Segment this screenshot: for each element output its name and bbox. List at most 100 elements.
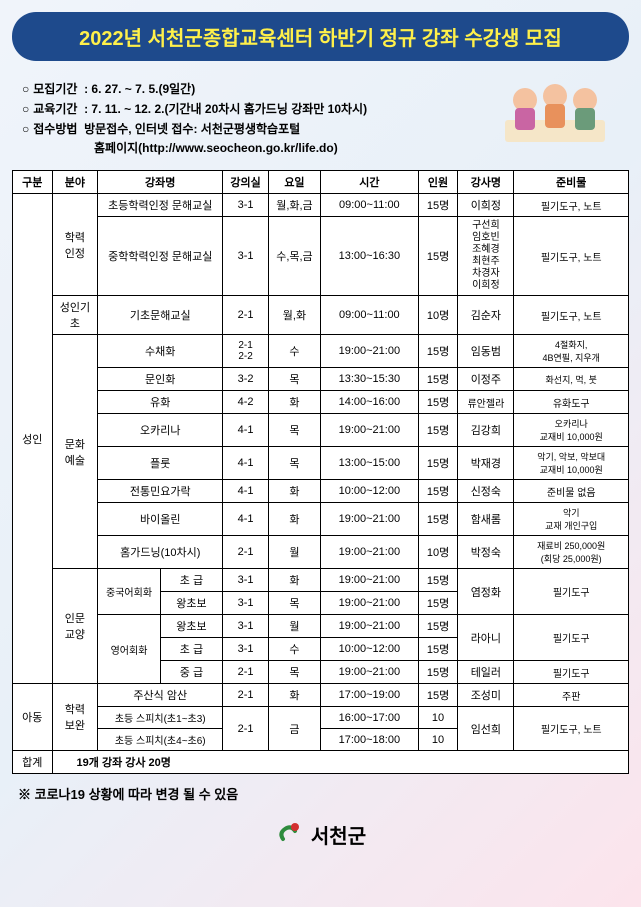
- table-row: 영어회화 왕초보 3-1 월 19:00~21:00 15명 라아니 필기도구: [13, 615, 629, 638]
- cell: 16:00~17:00: [320, 707, 418, 729]
- course-name: 초 급: [160, 638, 222, 661]
- cell: 유화도구: [514, 391, 629, 414]
- people-illustration: [495, 70, 615, 152]
- course-name: 수채화: [98, 335, 223, 368]
- cell: 2-1: [223, 684, 269, 707]
- cell: 13:30~15:30: [320, 368, 418, 391]
- cell: 수: [268, 638, 320, 661]
- table-row: 중학학력인정 문해교실 3-1 수,목,금 13:00~16:30 15명 구선…: [13, 217, 629, 296]
- cell: 화: [268, 503, 320, 536]
- footnote: ※ 코로나19 상황에 따라 변경 될 수 있음: [12, 784, 629, 803]
- cell: 19:00~21:00: [320, 569, 418, 592]
- course-group: 중국어회화: [98, 569, 160, 615]
- table-row: 초등 스피치(초1~초3) 2-1 금 16:00~17:00 10 임선희 필…: [13, 707, 629, 729]
- course-name: 바이올린: [98, 503, 223, 536]
- th-day: 요일: [268, 171, 320, 194]
- th-field: 분야: [52, 171, 98, 194]
- cell: 화: [268, 684, 320, 707]
- cell: 10:00~12:00: [320, 638, 418, 661]
- table-row: 바이올린 4-1 화 19:00~21:00 15명 함새롬 악기 교재 개인구…: [13, 503, 629, 536]
- cell: 박정숙: [458, 536, 514, 569]
- cell: 김강희: [458, 414, 514, 447]
- cell: 15명: [418, 335, 458, 368]
- cell: 테일러: [458, 661, 514, 684]
- cell: 2-1: [223, 296, 269, 335]
- cell: 임동범: [458, 335, 514, 368]
- cell: 3-1: [223, 217, 269, 296]
- cell: 10: [418, 729, 458, 751]
- footer-text: 서천군: [311, 820, 366, 849]
- course-name: 왕초보: [160, 592, 222, 615]
- cell: 3-1: [223, 615, 269, 638]
- cell: 함새롬: [458, 503, 514, 536]
- field-academic: 학력 인정: [52, 194, 98, 296]
- cell: 이희정: [458, 194, 514, 217]
- cell: 3-1: [223, 592, 269, 615]
- table-row: 홈가드닝(10차시) 2-1 월 19:00~21:00 10명 박정숙 재료비…: [13, 536, 629, 569]
- course-name: 초등 스피치(초1~초3): [98, 707, 223, 729]
- th-course: 강좌명: [98, 171, 223, 194]
- cell: 필기도구: [514, 615, 629, 661]
- cell: 필기도구, 노트: [514, 194, 629, 217]
- page-title: 2022년 서천군종합교육센터 하반기 정규 강좌 수강생 모집: [12, 12, 629, 61]
- cell: 화: [268, 480, 320, 503]
- th-cat: 구분: [13, 171, 53, 194]
- cell: 염정화: [458, 569, 514, 615]
- cat-child: 아동: [13, 684, 53, 751]
- cell: 악기 교재 개인구입: [514, 503, 629, 536]
- cell: 15명: [418, 615, 458, 638]
- cell: 15명: [418, 592, 458, 615]
- total-label: 합계: [13, 751, 53, 774]
- cell: 15명: [418, 569, 458, 592]
- cell: 4-1: [223, 414, 269, 447]
- field-art: 문화 예술: [52, 335, 98, 569]
- cell: 금: [268, 707, 320, 751]
- course-name: 중 급: [160, 661, 222, 684]
- course-name: 중학학력인정 문해교실: [98, 217, 223, 296]
- cell: 09:00~11:00: [320, 194, 418, 217]
- cell: 2-1: [223, 536, 269, 569]
- table-row: 플룻 4-1 목 13:00~15:00 15명 박재경 악기, 악보, 악보대…: [13, 447, 629, 480]
- table-row: 오카리나 4-1 목 19:00~21:00 15명 김강희 오카리나 교재비 …: [13, 414, 629, 447]
- cell: 목: [268, 368, 320, 391]
- cell: 오카리나 교재비 10,000원: [514, 414, 629, 447]
- cell: 월: [268, 536, 320, 569]
- course-name: 플룻: [98, 447, 223, 480]
- table-row: 성인기초 기초문해교실 2-1 월,화 09:00~11:00 10명 김순자 …: [13, 296, 629, 335]
- cell: 10:00~12:00: [320, 480, 418, 503]
- th-time: 시간: [320, 171, 418, 194]
- cell: 15명: [418, 217, 458, 296]
- table-row: 문화 예술 수채화 2-1 2-2 수 19:00~21:00 15명 임동범 …: [13, 335, 629, 368]
- cell: 3-2: [223, 368, 269, 391]
- table-row: 전통민요가락 4-1 화 10:00~12:00 15명 신정숙 준비물 없음: [13, 480, 629, 503]
- course-name: 유화: [98, 391, 223, 414]
- cell: 19:00~21:00: [320, 414, 418, 447]
- cell: 19:00~21:00: [320, 661, 418, 684]
- cell: 15명: [418, 414, 458, 447]
- cell: 10: [418, 707, 458, 729]
- cell: 3-1: [223, 638, 269, 661]
- cell: 수: [268, 335, 320, 368]
- cell: 2-1: [223, 707, 269, 751]
- course-name: 홈가드닝(10차시): [98, 536, 223, 569]
- table-row: 인문 교양 중국어회화 초 급 3-1 화 19:00~21:00 15명 염정…: [13, 569, 629, 592]
- cell: 월,화,금: [268, 194, 320, 217]
- cell: 15명: [418, 194, 458, 217]
- cell: 신정숙: [458, 480, 514, 503]
- cell: 김순자: [458, 296, 514, 335]
- cell: 4-1: [223, 480, 269, 503]
- cell: 목: [268, 592, 320, 615]
- cell: 라아니: [458, 615, 514, 661]
- cell: 구선희 임호빈 조혜경 최현주 차경자 이희정: [458, 217, 514, 296]
- cell: 19:00~21:00: [320, 592, 418, 615]
- cell: 17:00~18:00: [320, 729, 418, 751]
- cell: 15명: [418, 391, 458, 414]
- cell: 필기도구, 노트: [514, 296, 629, 335]
- cell: 10명: [418, 296, 458, 335]
- cell: 4절화지, 4B연필, 지우개: [514, 335, 629, 368]
- field-human: 인문 교양: [52, 569, 98, 684]
- th-teacher: 강사명: [458, 171, 514, 194]
- total-text: 19개 강좌 강사 20명: [52, 751, 628, 774]
- course-name: 초등학력인정 문해교실: [98, 194, 223, 217]
- table-row: 아동 학력 보완 주산식 암산 2-1 화 17:00~19:00 15명 조성…: [13, 684, 629, 707]
